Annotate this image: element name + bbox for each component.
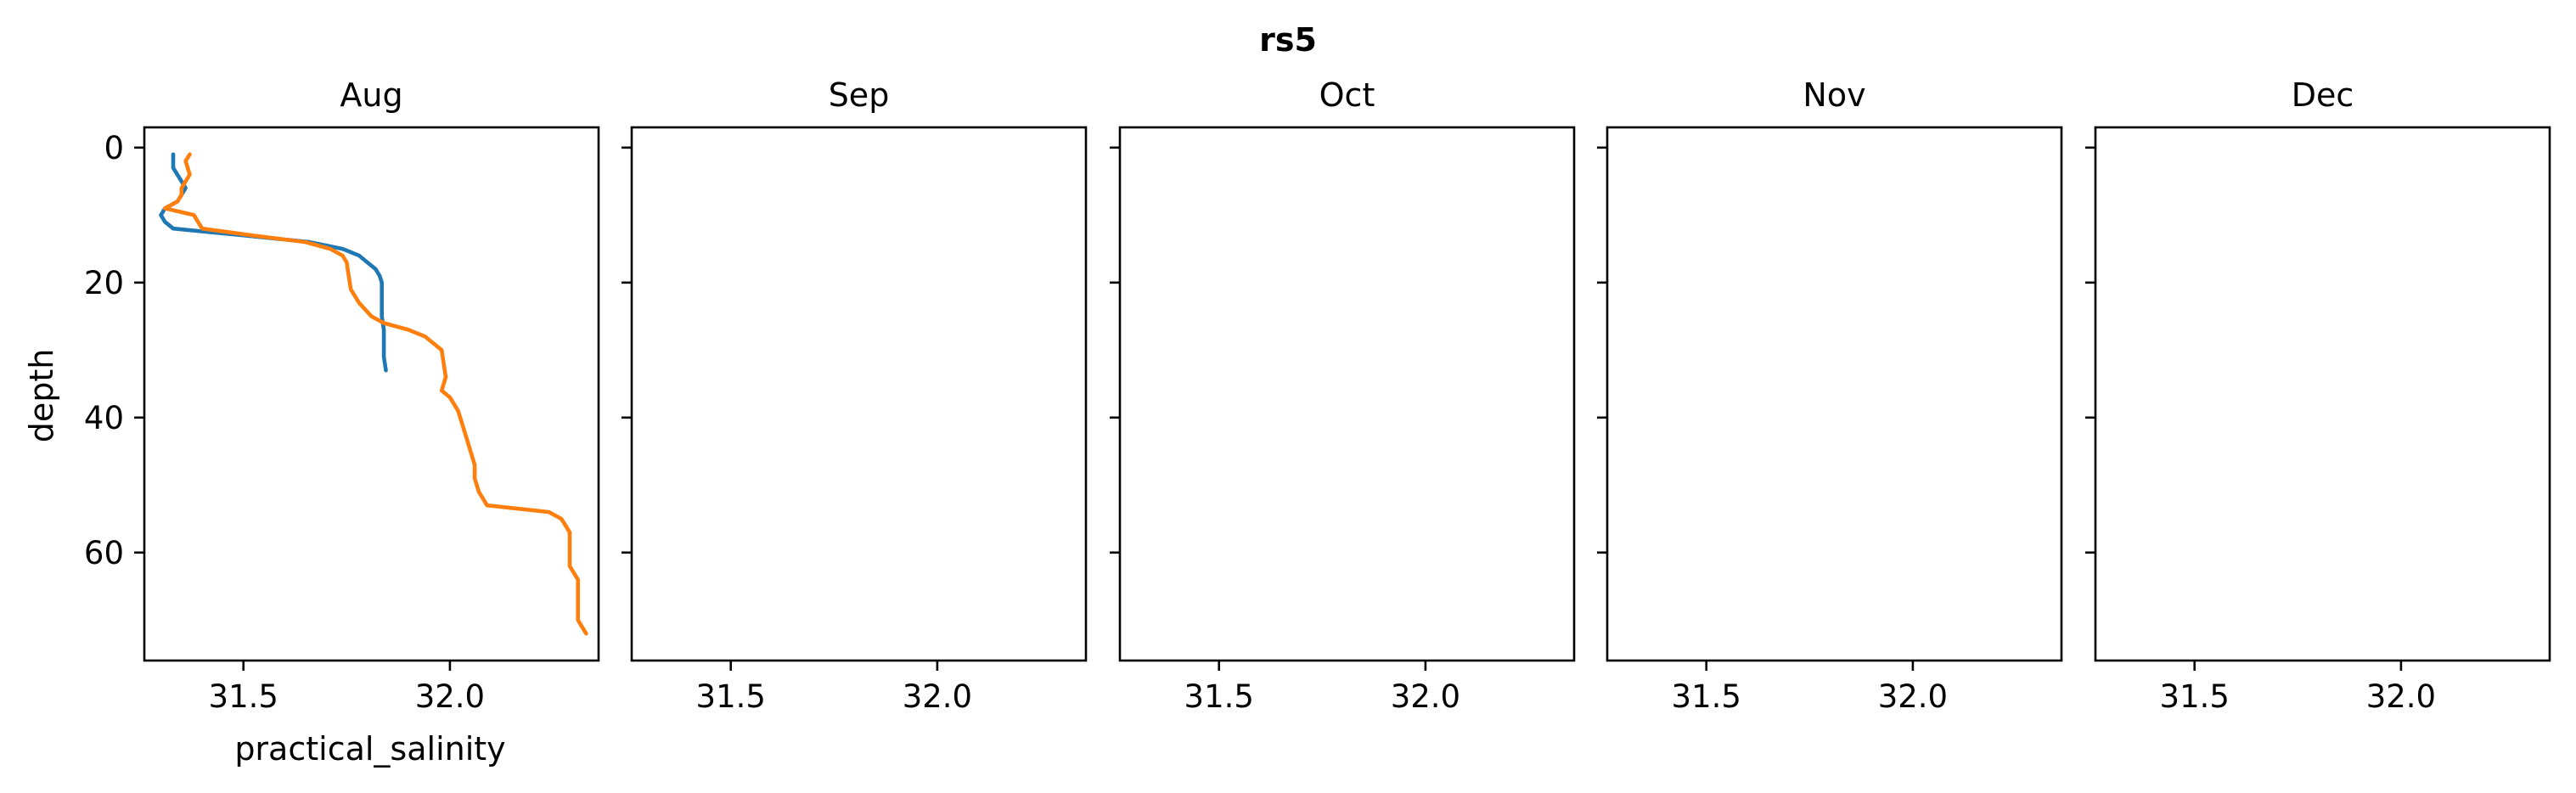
- y-tick-label: 0: [104, 130, 124, 166]
- figure-title: rs5: [1259, 21, 1317, 59]
- panel-dec: Dec 31.5 32.0: [2085, 76, 2551, 715]
- x-tick-label: 31.5: [1672, 678, 1741, 715]
- series-line-1-aug: [159, 152, 388, 373]
- plot-frame-oct: [1118, 126, 1576, 662]
- y-axis-label: depth: [23, 349, 60, 443]
- x-tick-label: 32.0: [1391, 678, 1460, 715]
- panel-title-sep: Sep: [829, 76, 890, 114]
- panel-title-aug: Aug: [340, 76, 402, 114]
- x-tick-label: 32.0: [2366, 678, 2436, 715]
- panel-title-oct: Oct: [1319, 76, 1375, 114]
- x-axis-label: practical_salinity: [234, 730, 505, 768]
- y-tick-label: 60: [84, 535, 124, 571]
- x-tick-label: 31.5: [2160, 678, 2230, 715]
- series-line-2-aug: [163, 152, 588, 636]
- y-tick-label: 20: [84, 265, 124, 301]
- panel-nov: Nov 31.5 32.0: [1597, 76, 2063, 715]
- plot-frame-nov: [1606, 126, 2063, 662]
- panel-oct: Oct 31.5 32.0: [1110, 76, 1576, 715]
- x-tick-label: 31.5: [696, 678, 766, 715]
- plot-frame-dec: [2094, 126, 2551, 662]
- x-tick-label: 32.0: [415, 678, 485, 715]
- panel-aug: Aug 31.5 32.0 0 20 40 60: [84, 76, 600, 715]
- y-tick-label: 40: [84, 400, 124, 436]
- plot-frame-sep: [630, 126, 1088, 662]
- plot-frame-aug: [143, 126, 600, 662]
- x-tick-label: 31.5: [1184, 678, 1254, 715]
- panel-title-nov: Nov: [1803, 76, 1865, 114]
- x-tick-label: 32.0: [1878, 678, 1948, 715]
- x-tick-label: 31.5: [209, 678, 278, 715]
- panels: Aug 31.5 32.0 0 20 40 60 Sep 31.5 32.0 Oct 31.5 32.0…: [84, 76, 2551, 715]
- x-tick-label: 32.0: [903, 678, 972, 715]
- panel-title-dec: Dec: [2292, 76, 2354, 114]
- panel-sep: Sep 31.5 32.0: [622, 76, 1088, 715]
